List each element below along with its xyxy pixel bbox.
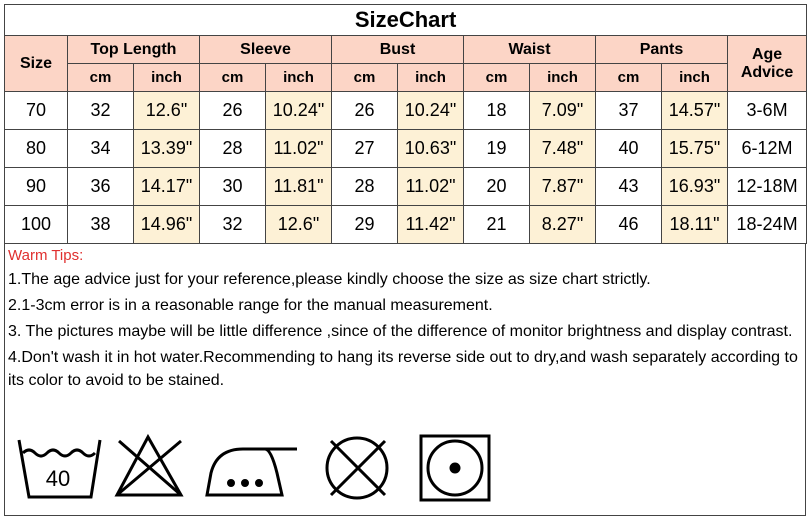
- cell: 46: [595, 205, 662, 244]
- cell: 38: [67, 205, 134, 244]
- cell: 100: [4, 205, 68, 244]
- group-header: Waist: [463, 35, 596, 64]
- cell: 70: [4, 91, 68, 130]
- cell: 28: [199, 129, 266, 168]
- cell: 27: [331, 129, 398, 168]
- cell: 14.17": [133, 167, 200, 206]
- cell: 18: [463, 91, 530, 130]
- size-chart: SizeChart Size Top Length Sleeve Bust Waist P…: [3, 4, 808, 516]
- unit-header: cm: [67, 63, 134, 92]
- wash-icon: 40: [17, 439, 102, 499]
- wash-temp: 40: [46, 466, 70, 491]
- size-header: Size: [4, 35, 68, 92]
- cell: 3-6M: [726, 91, 808, 130]
- unit-header: inch: [661, 63, 728, 92]
- iron-icon: [205, 447, 297, 497]
- tip-line: 1.The age advice just for your reference…: [8, 271, 651, 288]
- cell: 26: [199, 91, 266, 130]
- cell: 15.75": [661, 129, 728, 168]
- group-header: Bust: [331, 35, 464, 64]
- cell: 21: [463, 205, 530, 244]
- tip-line: 3. The pictures maybe will be little dif…: [8, 323, 793, 340]
- no-bleach-icon: [114, 433, 184, 497]
- size-table: SizeChart Size Top Length Sleeve Bust Waist P…: [3, 4, 808, 244]
- group-header: Pants: [595, 35, 728, 64]
- no-tumble-icon: [325, 436, 389, 500]
- cell: 11.81": [265, 167, 332, 206]
- cell: 10.24": [397, 91, 464, 130]
- cell: 8.27": [529, 205, 596, 244]
- cell: 34: [67, 129, 134, 168]
- cell: 6-12M: [726, 129, 808, 168]
- care-icons: 40: [17, 433, 491, 502]
- cell: 26: [331, 91, 398, 130]
- tip-line: 2.1-3cm error is in a reasonable range f…: [8, 297, 493, 314]
- table-row: 80 34 13.39" 28 11.02" 27 10.63" 19 7.48" 40 15.75…: [4, 129, 808, 168]
- cell: 43: [595, 167, 662, 206]
- cell: 36: [67, 167, 134, 206]
- cell: 7.48": [529, 129, 596, 168]
- cell: 10.63": [397, 129, 464, 168]
- cell: 29: [331, 205, 398, 244]
- unit-header: cm: [595, 63, 662, 92]
- unit-header: cm: [463, 63, 530, 92]
- table-row: 70 32 12.6" 26 10.24" 26 10.24" 18 7.09" 37 14.57"…: [4, 91, 808, 130]
- cell: 80: [4, 129, 68, 168]
- cell: 14.57": [661, 91, 728, 130]
- cell: 18.11": [661, 205, 728, 244]
- cell: 12-18M: [726, 167, 808, 206]
- cell: 37: [595, 91, 662, 130]
- cell: 32: [67, 91, 134, 130]
- cell: 19: [463, 129, 530, 168]
- cell: 11.02": [265, 129, 332, 168]
- title: SizeChart: [3, 4, 808, 36]
- unit-header: inch: [265, 63, 332, 92]
- cell: 11.42": [397, 205, 464, 244]
- cell: 14.96": [133, 205, 200, 244]
- cell: 20: [463, 167, 530, 206]
- cell: 13.39": [133, 129, 200, 168]
- cell: 90: [4, 167, 68, 206]
- tips-title: Warm Tips:: [8, 247, 84, 264]
- cell: 11.02": [397, 167, 464, 206]
- cell: 12.6": [133, 91, 200, 130]
- unit-header: inch: [397, 63, 464, 92]
- unit-header: inch: [529, 63, 596, 92]
- cell: 10.24": [265, 91, 332, 130]
- table-row: 90 36 14.17" 30 11.81" 28 11.02" 20 7.87" 43 16.93…: [4, 167, 808, 206]
- dry-clean-icon: [419, 434, 491, 502]
- cell: 40: [595, 129, 662, 168]
- unit-header: cm: [199, 63, 266, 92]
- tips-box: Warm Tips: 1.The age advice just for you…: [4, 244, 806, 516]
- group-header: Top Length: [67, 35, 200, 64]
- group-header: Sleeve: [199, 35, 332, 64]
- cell: 30: [199, 167, 266, 206]
- cell: 18-24M: [726, 205, 808, 244]
- cell: 12.6": [265, 205, 332, 244]
- cell: 7.09": [529, 91, 596, 130]
- cell: 7.87": [529, 167, 596, 206]
- cell: 16.93": [661, 167, 728, 206]
- unit-header: inch: [133, 63, 200, 92]
- unit-header: cm: [331, 63, 398, 92]
- cell: 28: [331, 167, 398, 206]
- cell: 32: [199, 205, 266, 244]
- age-header: Age Advice: [726, 35, 808, 92]
- tip-line: 4.Don't wash it in hot water.Recommendin…: [8, 349, 798, 389]
- table-row: 100 38 14.96" 32 12.6" 29 11.42" 21 8.27" 46 18.11…: [4, 205, 808, 244]
